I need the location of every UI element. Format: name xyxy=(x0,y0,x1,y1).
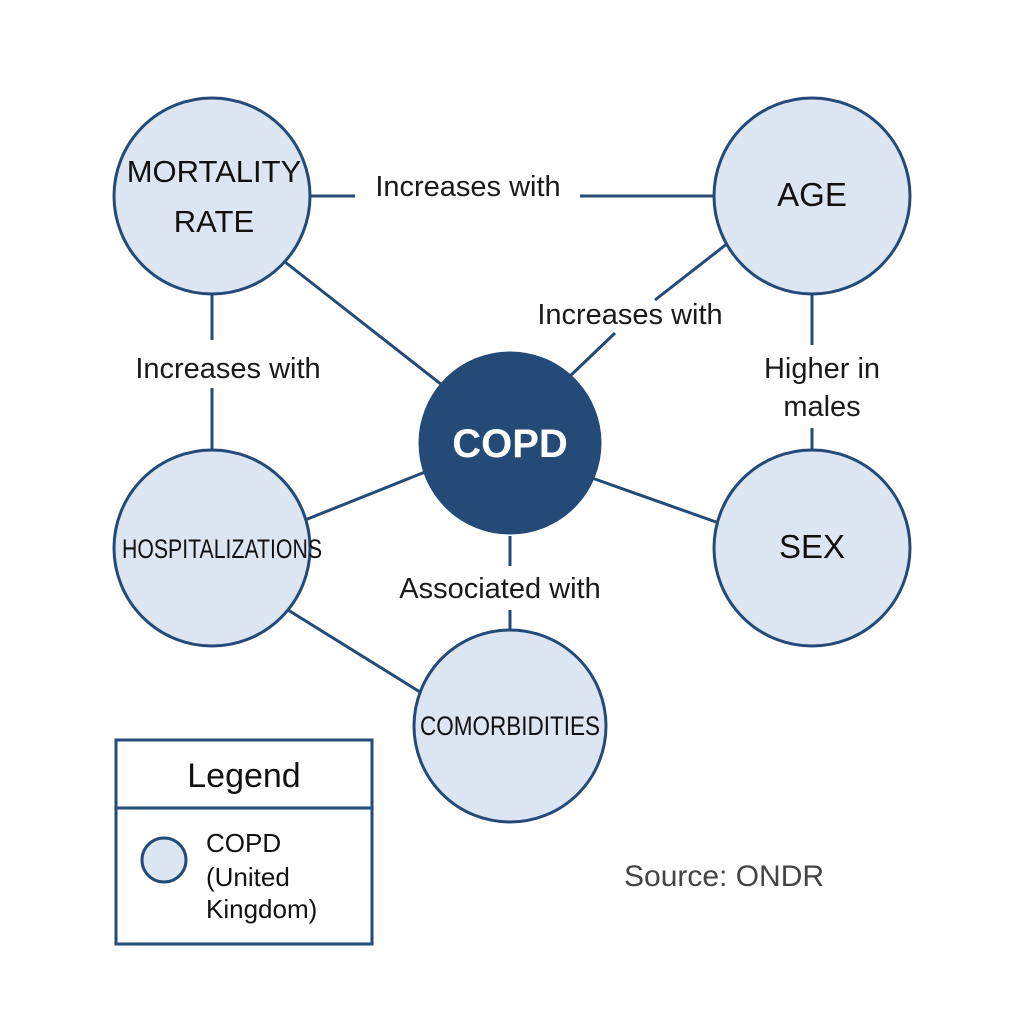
legend: Legend COPD (United Kingdom) xyxy=(114,738,374,946)
edge-mortality-copd xyxy=(284,260,443,387)
legend-item-line3: Kingdom) xyxy=(206,894,317,924)
node-comorbidities-label: COMORBIDITIES xyxy=(420,711,600,741)
node-sex[interactable]: SEX xyxy=(712,448,912,648)
node-copd-label: COPD xyxy=(452,422,568,466)
node-age[interactable]: AGE xyxy=(712,96,912,296)
node-hospitalizations-label: HOSPITALIZATIONS xyxy=(122,534,322,564)
edge-label-age-sex-line1: Higher in xyxy=(764,353,880,385)
edge-copd-hosp xyxy=(304,470,426,522)
node-copd-center[interactable]: COPD xyxy=(418,351,602,535)
node-mortality-rate-line1: MORTALITY xyxy=(127,154,302,189)
source-note: Source: ONDR xyxy=(624,860,824,893)
legend-swatch xyxy=(140,836,188,884)
node-mortality-rate-line2: RATE xyxy=(174,204,254,239)
node-mortality-rate[interactable]: MORTALITY RATE xyxy=(112,96,312,296)
edge-hosp-comorbidities xyxy=(287,608,421,694)
node-comorbidities[interactable]: COMORBIDITIES xyxy=(412,628,608,824)
edge-label-copd-comorbidities: Associated with xyxy=(399,573,601,605)
node-age-label: AGE xyxy=(777,176,847,213)
edge-age-copd-upper xyxy=(654,241,729,302)
legend-title: Legend xyxy=(187,757,300,795)
edge-label-copd-age: Increases with xyxy=(537,299,722,331)
node-hospitalizations[interactable]: HOSPITALIZATIONS xyxy=(112,448,322,648)
node-sex-label: SEX xyxy=(779,528,845,565)
edge-copd-sex xyxy=(591,476,717,524)
legend-item-line2: (United xyxy=(206,862,290,892)
edge-label-mortality-age: Increases with xyxy=(375,171,560,203)
edge-age-copd-lower xyxy=(566,331,617,380)
legend-item-line1: COPD xyxy=(206,828,281,858)
edge-label-age-sex-line2: males xyxy=(783,391,860,423)
edge-label-mortality-hosp: Increases with xyxy=(135,353,320,385)
